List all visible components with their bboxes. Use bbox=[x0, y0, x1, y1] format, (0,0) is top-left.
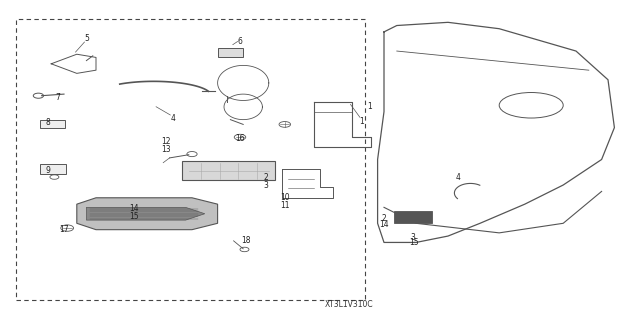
Bar bbox=[16, 19, 365, 300]
Text: 17: 17 bbox=[59, 225, 69, 234]
Text: 16: 16 bbox=[235, 134, 245, 143]
Text: 14: 14 bbox=[379, 220, 389, 229]
Bar bbox=[218, 48, 243, 57]
Text: 18: 18 bbox=[242, 236, 251, 245]
Text: XT3L1V310C: XT3L1V310C bbox=[324, 300, 373, 309]
Text: 7: 7 bbox=[55, 93, 60, 102]
Text: 3: 3 bbox=[410, 233, 415, 242]
Text: 2: 2 bbox=[263, 173, 268, 182]
Bar bbox=[40, 164, 66, 174]
Text: 10: 10 bbox=[280, 193, 290, 202]
PathPatch shape bbox=[86, 207, 205, 220]
Text: 1: 1 bbox=[367, 102, 372, 111]
Text: 2: 2 bbox=[381, 214, 387, 223]
Text: 5: 5 bbox=[84, 34, 89, 43]
Bar bbox=[182, 161, 275, 180]
Text: 8: 8 bbox=[45, 118, 51, 127]
Text: 11: 11 bbox=[280, 201, 289, 210]
Text: 4: 4 bbox=[170, 114, 175, 122]
Text: 9: 9 bbox=[45, 166, 51, 175]
Bar bbox=[394, 211, 432, 223]
Text: 1: 1 bbox=[359, 117, 364, 126]
Text: 3: 3 bbox=[263, 181, 268, 189]
Text: 15: 15 bbox=[129, 212, 140, 221]
Text: 13: 13 bbox=[161, 145, 172, 154]
Text: 15: 15 bbox=[409, 238, 419, 247]
PathPatch shape bbox=[77, 198, 218, 230]
Text: 14: 14 bbox=[129, 204, 140, 213]
Bar bbox=[40, 120, 65, 128]
Text: 6: 6 bbox=[237, 37, 243, 46]
Text: 12: 12 bbox=[162, 137, 171, 146]
Text: 4: 4 bbox=[455, 173, 460, 182]
